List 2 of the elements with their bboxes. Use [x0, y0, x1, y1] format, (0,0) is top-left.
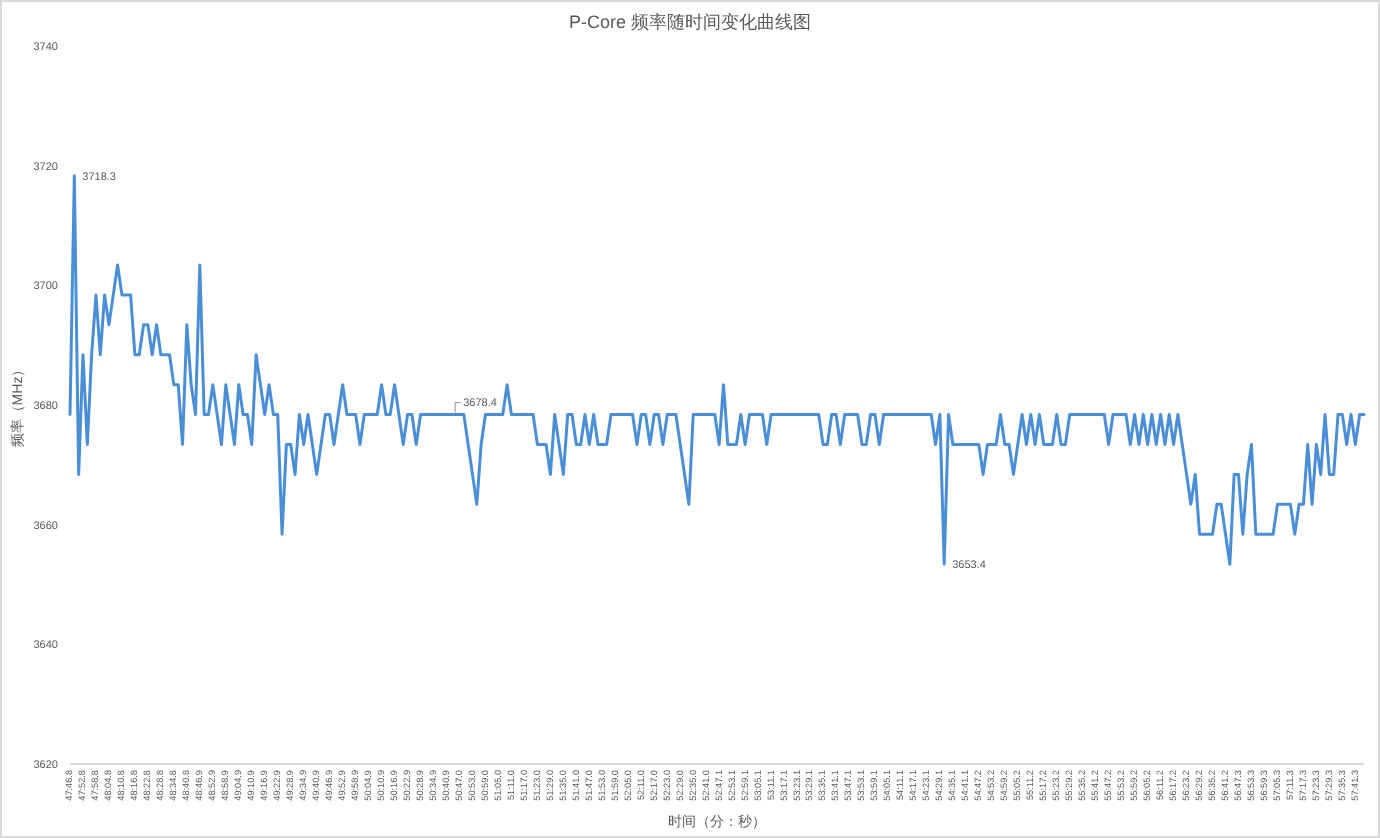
line-series [68, 174, 1366, 566]
chart-title: P-Core 频率随时间变化曲线图 [568, 12, 812, 32]
